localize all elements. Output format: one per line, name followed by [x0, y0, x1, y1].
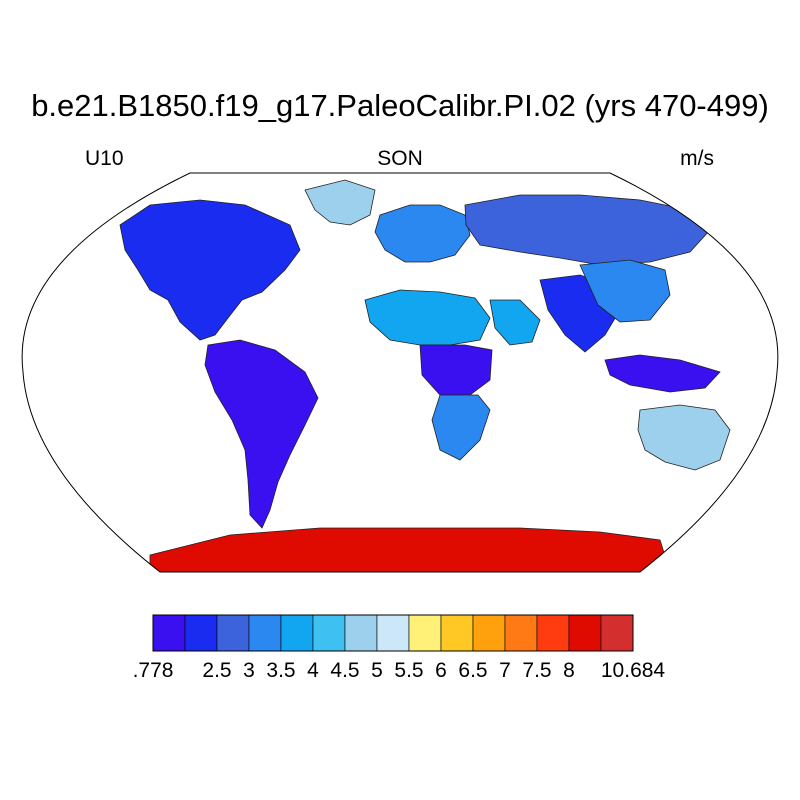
colorbar-label: 3	[243, 659, 255, 682]
colorbar-swatch	[152, 614, 186, 652]
land-region-north-america	[119, 199, 301, 341]
map-outline	[21, 172, 779, 573]
colorbar-swatch	[184, 614, 218, 652]
land-region-antarctica	[149, 527, 671, 572]
land-region-australia	[637, 404, 731, 471]
colorbar-swatch	[472, 614, 506, 652]
colorbar-swatch	[536, 614, 570, 652]
land-region-greenland	[304, 179, 376, 226]
colorbar-swatch	[216, 614, 250, 652]
colorbar-swatch	[440, 614, 474, 652]
season-label: SON	[377, 147, 423, 170]
land-region-maritime-continent	[604, 354, 721, 393]
colorbar-label: 10.684	[601, 659, 666, 682]
colorbar-swatch	[504, 614, 538, 652]
land-region-siberia	[464, 194, 711, 266]
colorbar-label: 4.5	[330, 659, 359, 682]
colorbar-label: 4	[307, 659, 319, 682]
land-region-central-africa	[419, 344, 493, 396]
colorbar-label: 5.5	[394, 659, 423, 682]
land-region-arabia	[489, 299, 541, 346]
colorbar-label: 7	[499, 659, 511, 682]
colorbar-label: 7.5	[522, 659, 551, 682]
colorbar-swatch	[568, 614, 602, 652]
colorbar-label: 6	[435, 659, 447, 682]
plot-title: b.e21.B1850.f19_g17.PaleoCalibr.PI.02 (y…	[31, 88, 769, 123]
land-fill-layer	[119, 179, 731, 572]
units-label: m/s	[680, 147, 714, 170]
land-region-east-asia	[579, 259, 671, 323]
land-region-southern-africa	[431, 394, 491, 461]
variable-label: U10	[85, 147, 124, 170]
colorbar-swatch	[408, 614, 442, 652]
colorbar-swatch	[312, 614, 346, 652]
colorbar-label: 6.5	[458, 659, 487, 682]
colorbar-swatch	[248, 614, 282, 652]
colorbar-label: 5	[371, 659, 383, 682]
colorbar-swatch	[280, 614, 314, 652]
land-region-north-africa	[364, 289, 491, 346]
colorbar-label: 8	[563, 659, 575, 682]
colorbar-label: .778	[133, 659, 174, 682]
colorbar-label: 2.5	[202, 659, 231, 682]
colorbar-border	[152, 614, 634, 652]
colorbar-swatch	[600, 614, 634, 652]
land-region-south-america	[204, 339, 319, 529]
colorbar-label: 3.5	[266, 659, 295, 682]
land-region-europe	[374, 204, 471, 263]
colorbar-swatch	[376, 614, 410, 652]
colorbar-swatch	[344, 614, 378, 652]
